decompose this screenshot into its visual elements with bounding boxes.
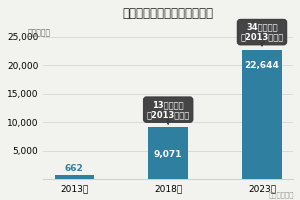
Text: 34倍に拡大
（2013年比）: 34倍に拡大 （2013年比） [240, 22, 284, 46]
Text: 船井総研調査: 船井総研調査 [268, 191, 294, 198]
Text: 22,644: 22,644 [244, 61, 279, 70]
Bar [242, 50, 282, 179]
Text: 13倍に拡大
（2013年比）: 13倍に拡大 （2013年比） [147, 100, 190, 124]
Text: 9,071: 9,071 [154, 150, 182, 159]
Text: 単位：百万: 単位：百万 [27, 28, 51, 37]
Bar [148, 127, 188, 179]
Title: プログラミング教育市場規模: プログラミング教育市場規模 [123, 7, 214, 20]
Bar [55, 175, 94, 179]
Text: 662: 662 [65, 164, 84, 173]
